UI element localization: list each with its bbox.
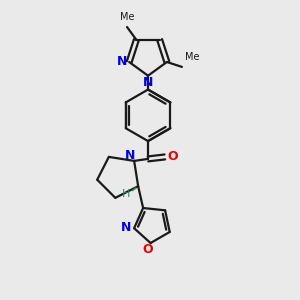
Text: N: N [117,55,128,68]
Text: Me: Me [120,12,134,22]
Text: O: O [142,244,153,256]
Text: N: N [143,76,153,89]
Text: Me: Me [185,52,200,62]
Text: H: H [122,189,130,199]
Text: N: N [121,221,131,234]
Text: O: O [167,150,178,164]
Text: N: N [125,149,135,162]
